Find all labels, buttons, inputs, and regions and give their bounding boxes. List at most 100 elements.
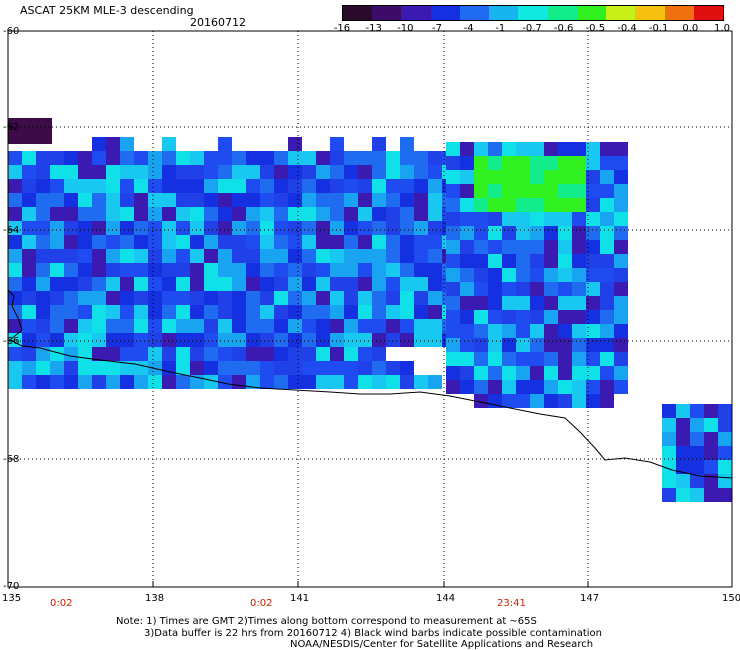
- wind-cell: [414, 235, 428, 249]
- wind-cell: [274, 333, 288, 347]
- wind-cell: [92, 347, 106, 361]
- wind-cell: [516, 240, 530, 254]
- wind-cell: [78, 305, 92, 319]
- wind-cell: [544, 380, 558, 394]
- wind-cell: [586, 394, 600, 408]
- wind-cell: [704, 404, 718, 418]
- wind-cell: [572, 212, 586, 226]
- wind-cell: [162, 165, 176, 179]
- wind-cell: [488, 338, 502, 352]
- wind-cell: [134, 207, 148, 221]
- wind-cell: [572, 282, 586, 296]
- wind-cell: [586, 142, 600, 156]
- wind-cell: [232, 277, 246, 291]
- wind-cell: [22, 305, 36, 319]
- map-frame: [7, 30, 733, 588]
- wind-cell: [302, 249, 316, 263]
- axis-ticks: [8, 126, 589, 587]
- wind-cell: [372, 137, 386, 151]
- wind-cell: [690, 474, 704, 488]
- wind-cell: [148, 319, 162, 333]
- wind-cell: [64, 221, 78, 235]
- wind-cell: [218, 235, 232, 249]
- wind-cell: [372, 277, 386, 291]
- wind-cell: [218, 165, 232, 179]
- wind-cell: [544, 170, 558, 184]
- wind-cell: [36, 319, 50, 333]
- wind-cell: [274, 277, 288, 291]
- wind-cell: [36, 375, 50, 389]
- colorbar-segment: [576, 6, 607, 20]
- wind-cell: [372, 207, 386, 221]
- wind-cell: [92, 333, 106, 347]
- colorbar-segment: [635, 6, 666, 20]
- wind-cell: [502, 394, 516, 408]
- wind-cell: [274, 347, 288, 361]
- wind-cell: [488, 240, 502, 254]
- wind-cell: [120, 347, 134, 361]
- wind-cell: [530, 268, 544, 282]
- wind-cell: [544, 226, 558, 240]
- wind-cell: [106, 221, 120, 235]
- wind-cell: [662, 446, 676, 460]
- colorbar-segment: [401, 6, 432, 20]
- wind-cell: [530, 394, 544, 408]
- wind-cell: [344, 347, 358, 361]
- colorbar-label: -0.1: [648, 23, 669, 34]
- wind-cell: [8, 193, 22, 207]
- coastline: [7, 289, 733, 479]
- wind-cell: [92, 151, 106, 165]
- wind-cell: [50, 333, 64, 347]
- wind-cell: [600, 142, 614, 156]
- wind-cell: [502, 366, 516, 380]
- wind-cell: [162, 277, 176, 291]
- wind-cell: [344, 165, 358, 179]
- lon-label-141: 141: [290, 593, 310, 604]
- wind-cell: [344, 235, 358, 249]
- lat-label-66: -66: [3, 336, 20, 347]
- wind-cell: [358, 305, 372, 319]
- wind-cell: [260, 165, 274, 179]
- wind-cell: [558, 198, 572, 212]
- wind-cell: [190, 291, 204, 305]
- wind-cell: [36, 207, 50, 221]
- wind-cell: [302, 291, 316, 305]
- wind-cell: [218, 333, 232, 347]
- wind-cell: [260, 193, 274, 207]
- wind-cell: [78, 249, 92, 263]
- wind-cell: [288, 347, 302, 361]
- wind-cell: [134, 277, 148, 291]
- wind-cell: [400, 319, 414, 333]
- wind-cell: [474, 156, 488, 170]
- wind-cell: [572, 240, 586, 254]
- wind-cell: [162, 263, 176, 277]
- wind-cell: [614, 366, 628, 380]
- wind-cell: [78, 165, 92, 179]
- wind-cell: [372, 193, 386, 207]
- wind-cell: [386, 263, 400, 277]
- wind-cell: [78, 179, 92, 193]
- wind-cell: [176, 151, 190, 165]
- wind-cell: [446, 170, 460, 184]
- wind-cell: [36, 361, 50, 375]
- wind-cell: [78, 263, 92, 277]
- wind-cell: [302, 277, 316, 291]
- wind-cell: [502, 338, 516, 352]
- wind-cell: [92, 319, 106, 333]
- wind-cell: [120, 305, 134, 319]
- wind-cell: [488, 226, 502, 240]
- wind-cell: [148, 375, 162, 389]
- wind-cell: [92, 305, 106, 319]
- wind-cell: [162, 347, 176, 361]
- wind-cell: [386, 179, 400, 193]
- wind-cell: [106, 375, 120, 389]
- wind-cell: [330, 347, 344, 361]
- wind-cell: [428, 207, 442, 221]
- wind-cell: [614, 226, 628, 240]
- wind-cell: [50, 375, 64, 389]
- wind-cell: [64, 375, 78, 389]
- wind-cell: [22, 291, 36, 305]
- wind-cell: [22, 375, 36, 389]
- wind-cell: [516, 394, 530, 408]
- wind-cell: [614, 156, 628, 170]
